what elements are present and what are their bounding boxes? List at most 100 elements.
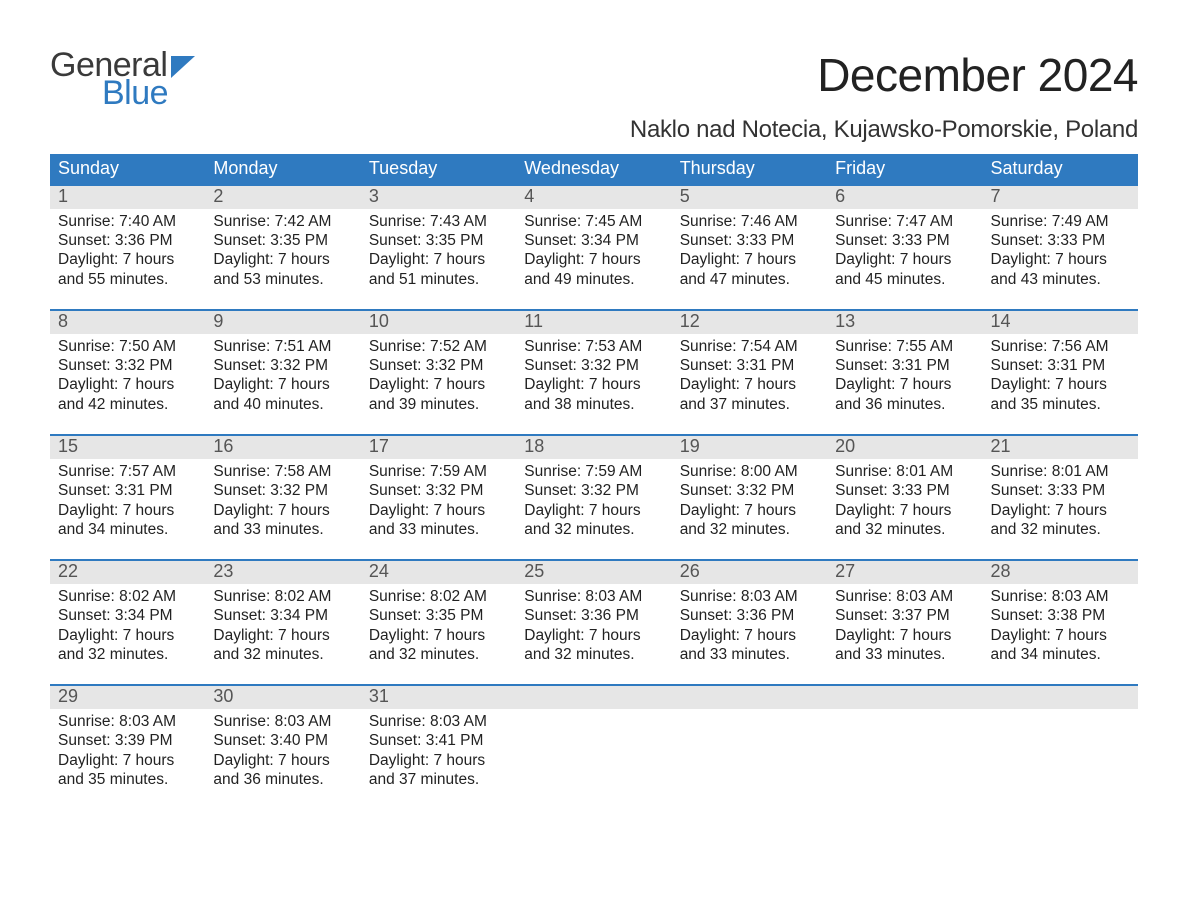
daylight-line: Daylight: 7 hours and 39 minutes. [369, 375, 508, 414]
sunset-line: Sunset: 3:32 PM [680, 481, 819, 500]
sunrise-line: Sunrise: 8:03 AM [213, 712, 352, 731]
sunset-line: Sunset: 3:31 PM [835, 356, 974, 375]
calendar-week-row: 8Sunrise: 7:50 AMSunset: 3:32 PMDaylight… [50, 310, 1138, 435]
sunset-line: Sunset: 3:38 PM [991, 606, 1130, 625]
page-title: December 2024 [630, 48, 1138, 102]
sunset-line: Sunset: 3:40 PM [213, 731, 352, 750]
sunset-line: Sunset: 3:33 PM [991, 481, 1130, 500]
sunrise-line: Sunrise: 7:43 AM [369, 212, 508, 231]
daylight-line: Daylight: 7 hours and 40 minutes. [213, 375, 352, 414]
day-number: 26 [672, 561, 827, 584]
day-number: 31 [361, 686, 516, 709]
day-details: Sunrise: 7:45 AMSunset: 3:34 PMDaylight:… [516, 209, 671, 310]
sunset-line: Sunset: 3:33 PM [835, 481, 974, 500]
weekday-header: Monday [205, 154, 360, 185]
day-details: Sunrise: 8:03 AMSunset: 3:40 PMDaylight:… [205, 709, 360, 810]
sunset-line: Sunset: 3:39 PM [58, 731, 197, 750]
day-number: 25 [516, 561, 671, 584]
day-details: Sunrise: 8:00 AMSunset: 3:32 PMDaylight:… [672, 459, 827, 560]
daylight-line: Daylight: 7 hours and 32 minutes. [835, 501, 974, 540]
day-number: 24 [361, 561, 516, 584]
daylight-line: Daylight: 7 hours and 45 minutes. [835, 250, 974, 289]
calendar-day-cell: 17Sunrise: 7:59 AMSunset: 3:32 PMDayligh… [361, 435, 516, 560]
sunset-line: Sunset: 3:31 PM [680, 356, 819, 375]
calendar-day-cell: 28Sunrise: 8:03 AMSunset: 3:38 PMDayligh… [983, 560, 1138, 685]
daylight-line: Daylight: 7 hours and 33 minutes. [680, 626, 819, 665]
sunrise-line: Sunrise: 7:59 AM [369, 462, 508, 481]
day-details: Sunrise: 8:02 AMSunset: 3:34 PMDaylight:… [205, 584, 360, 685]
sunrise-line: Sunrise: 8:03 AM [369, 712, 508, 731]
sunset-line: Sunset: 3:35 PM [369, 606, 508, 625]
calendar-day-cell: 10Sunrise: 7:52 AMSunset: 3:32 PMDayligh… [361, 310, 516, 435]
day-details: Sunrise: 8:03 AMSunset: 3:41 PMDaylight:… [361, 709, 516, 810]
day-details: Sunrise: 8:03 AMSunset: 3:38 PMDaylight:… [983, 584, 1138, 685]
day-number: 1 [50, 186, 205, 209]
day-number: 20 [827, 436, 982, 459]
day-number: 16 [205, 436, 360, 459]
calendar-day-cell: 25Sunrise: 8:03 AMSunset: 3:36 PMDayligh… [516, 560, 671, 685]
day-number: 14 [983, 311, 1138, 334]
weekday-header: Wednesday [516, 154, 671, 185]
day-details: Sunrise: 7:40 AMSunset: 3:36 PMDaylight:… [50, 209, 205, 310]
sunset-line: Sunset: 3:33 PM [680, 231, 819, 250]
sunrise-line: Sunrise: 7:51 AM [213, 337, 352, 356]
day-number: 12 [672, 311, 827, 334]
sunset-line: Sunset: 3:41 PM [369, 731, 508, 750]
daylight-line: Daylight: 7 hours and 32 minutes. [213, 626, 352, 665]
sunset-line: Sunset: 3:34 PM [58, 606, 197, 625]
daylight-line: Daylight: 7 hours and 32 minutes. [524, 626, 663, 665]
daylight-line: Daylight: 7 hours and 32 minutes. [524, 501, 663, 540]
daylight-line: Daylight: 7 hours and 47 minutes. [680, 250, 819, 289]
calendar-day-cell: 21Sunrise: 8:01 AMSunset: 3:33 PMDayligh… [983, 435, 1138, 560]
sunrise-line: Sunrise: 8:03 AM [991, 587, 1130, 606]
sunset-line: Sunset: 3:31 PM [58, 481, 197, 500]
weekday-header: Tuesday [361, 154, 516, 185]
day-details: Sunrise: 7:57 AMSunset: 3:31 PMDaylight:… [50, 459, 205, 560]
day-number: 5 [672, 186, 827, 209]
day-number: 11 [516, 311, 671, 334]
calendar-day-cell: 30Sunrise: 8:03 AMSunset: 3:40 PMDayligh… [205, 685, 360, 809]
calendar-day-cell: 13Sunrise: 7:55 AMSunset: 3:31 PMDayligh… [827, 310, 982, 435]
daylight-line: Daylight: 7 hours and 34 minutes. [991, 626, 1130, 665]
sunset-line: Sunset: 3:34 PM [524, 231, 663, 250]
calendar-week-row: 1Sunrise: 7:40 AMSunset: 3:36 PMDaylight… [50, 185, 1138, 310]
day-number: 27 [827, 561, 982, 584]
sunset-line: Sunset: 3:36 PM [680, 606, 819, 625]
calendar-day-cell: 5Sunrise: 7:46 AMSunset: 3:33 PMDaylight… [672, 185, 827, 310]
logo-word2: Blue [102, 76, 195, 110]
sunrise-line: Sunrise: 8:03 AM [835, 587, 974, 606]
sunrise-line: Sunrise: 8:02 AM [369, 587, 508, 606]
day-number: 22 [50, 561, 205, 584]
calendar-empty-cell [983, 685, 1138, 809]
calendar-day-cell: 23Sunrise: 8:02 AMSunset: 3:34 PMDayligh… [205, 560, 360, 685]
calendar-day-cell: 24Sunrise: 8:02 AMSunset: 3:35 PMDayligh… [361, 560, 516, 685]
day-details: Sunrise: 7:49 AMSunset: 3:33 PMDaylight:… [983, 209, 1138, 310]
day-number: 2 [205, 186, 360, 209]
weekday-header: Sunday [50, 154, 205, 185]
sunset-line: Sunset: 3:35 PM [213, 231, 352, 250]
sunrise-line: Sunrise: 8:00 AM [680, 462, 819, 481]
sunrise-line: Sunrise: 8:03 AM [524, 587, 663, 606]
daylight-line: Daylight: 7 hours and 34 minutes. [58, 501, 197, 540]
calendar-day-cell: 3Sunrise: 7:43 AMSunset: 3:35 PMDaylight… [361, 185, 516, 310]
calendar-day-cell: 8Sunrise: 7:50 AMSunset: 3:32 PMDaylight… [50, 310, 205, 435]
daylight-line: Daylight: 7 hours and 36 minutes. [835, 375, 974, 414]
daylight-line: Daylight: 7 hours and 37 minutes. [369, 751, 508, 790]
calendar-day-cell: 9Sunrise: 7:51 AMSunset: 3:32 PMDaylight… [205, 310, 360, 435]
sunrise-line: Sunrise: 7:58 AM [213, 462, 352, 481]
logo-sail-icon [171, 56, 195, 78]
sunrise-line: Sunrise: 7:42 AM [213, 212, 352, 231]
sunrise-line: Sunrise: 7:40 AM [58, 212, 197, 231]
daylight-line: Daylight: 7 hours and 38 minutes. [524, 375, 663, 414]
daylight-line: Daylight: 7 hours and 32 minutes. [991, 501, 1130, 540]
sunrise-line: Sunrise: 7:54 AM [680, 337, 819, 356]
calendar-day-cell: 6Sunrise: 7:47 AMSunset: 3:33 PMDaylight… [827, 185, 982, 310]
day-number: 15 [50, 436, 205, 459]
calendar-day-cell: 16Sunrise: 7:58 AMSunset: 3:32 PMDayligh… [205, 435, 360, 560]
day-number: 18 [516, 436, 671, 459]
calendar-day-cell: 27Sunrise: 8:03 AMSunset: 3:37 PMDayligh… [827, 560, 982, 685]
sunrise-line: Sunrise: 7:57 AM [58, 462, 197, 481]
daylight-line: Daylight: 7 hours and 36 minutes. [213, 751, 352, 790]
day-details: Sunrise: 7:42 AMSunset: 3:35 PMDaylight:… [205, 209, 360, 310]
day-number: 6 [827, 186, 982, 209]
